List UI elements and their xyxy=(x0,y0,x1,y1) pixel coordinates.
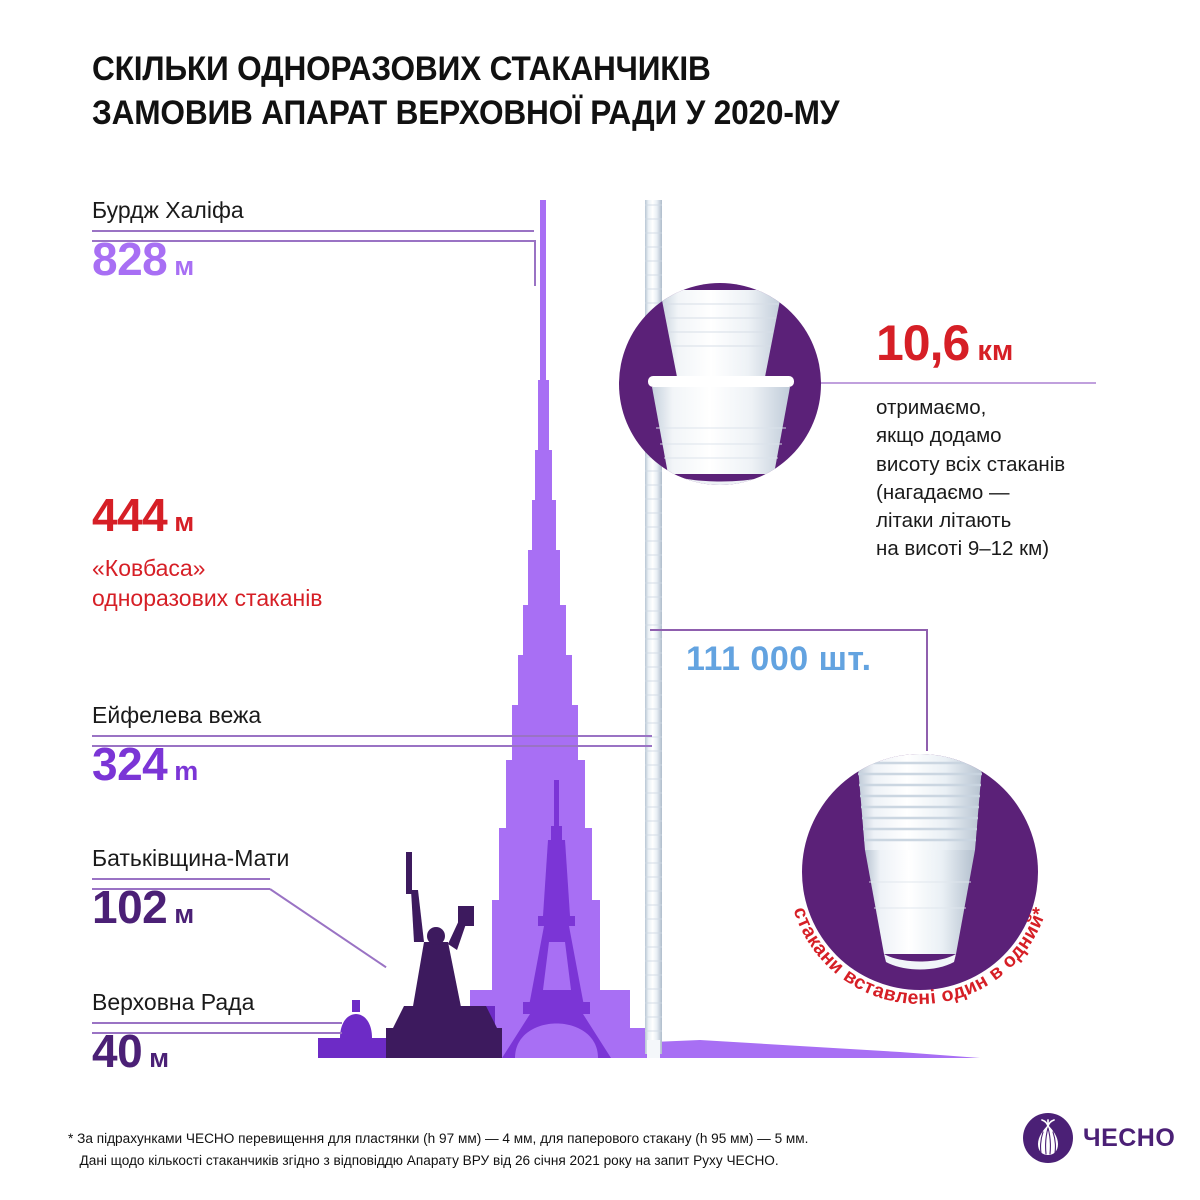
connector-count-top xyxy=(650,629,928,631)
connector-burj-vertical xyxy=(534,240,536,286)
landmark-unit: м xyxy=(149,1043,170,1074)
landmark-value: 102 м xyxy=(92,884,270,930)
sausage-caption: «Ковбаса» одноразових стаканів xyxy=(92,553,492,614)
km-text-line-5: літаки літають xyxy=(876,509,1012,533)
label-sausage: 444 м xyxy=(92,492,492,538)
connector-circle-stem xyxy=(926,722,928,744)
landmark-name: Верховна Рада xyxy=(92,989,255,1015)
connector-burj xyxy=(92,240,534,242)
footnote-line-2: Дані щодо кількості стаканчиків згідно з… xyxy=(68,1150,913,1172)
landmark-name: Батьківщина-Мати xyxy=(92,845,290,871)
connector-motherland xyxy=(92,888,270,890)
cups-pair-badge xyxy=(619,283,821,485)
connector-count-vertical xyxy=(926,629,928,751)
connector-eiffel xyxy=(92,745,652,747)
sausage-value: 444 м xyxy=(92,492,492,538)
landmark-unit: м xyxy=(174,251,195,282)
km-unit: км xyxy=(977,335,1014,367)
landmark-number: 828 xyxy=(92,233,168,286)
callout-km-rule xyxy=(876,382,1094,384)
eiffel-arch-opening xyxy=(515,1023,598,1058)
km-text-line-4: (нагадаємо — xyxy=(876,480,1010,504)
motherland-monument-silhouette xyxy=(386,852,502,1058)
callout-km-text: отримаємо, якщо додамо висоту всіх стака… xyxy=(876,394,1176,564)
callout-km-value: 10,6 км xyxy=(876,318,1013,368)
km-text-line-6: на висоті 9–12 км) xyxy=(876,537,1050,561)
landmark-number: 324 xyxy=(92,738,168,791)
connector-rada xyxy=(92,1032,342,1034)
stacked-cups-badge: стакани вставлені один в одний* xyxy=(789,754,1051,1009)
landmark-number: 102 xyxy=(92,881,168,934)
page-title: СКІЛЬКИ ОДНОРАЗОВИХ СТАКАНЧИКІВ ЗАМОВИВ … xyxy=(92,48,1041,135)
sausage-unit: м xyxy=(174,507,195,537)
km-number: 10,6 xyxy=(876,315,970,371)
landmark-name: Бурдж Халіфа xyxy=(92,197,244,223)
label-rule xyxy=(92,1022,342,1025)
title-line-2: ЗАМОВИВ АПАРАТ ВЕРХОВНОЇ РАДИ У 2020-МУ xyxy=(92,93,840,132)
label-rule xyxy=(92,878,270,881)
logo-text: ЧЕСНО xyxy=(1083,1123,1176,1152)
landmark-unit: m xyxy=(174,756,199,787)
footnote: * За підрахунками ЧЕСНО перевищення для … xyxy=(68,1128,913,1172)
km-text-line-3: висоту всіх стаканів xyxy=(876,452,1066,476)
skyline-illustration xyxy=(318,200,980,1058)
landmark-name: Ейфелева вежа xyxy=(92,702,262,728)
landmark-number: 40 xyxy=(92,1025,143,1078)
count-badge-label: 111 000 шт. xyxy=(686,640,872,678)
landmark-value: 828 м xyxy=(92,236,534,282)
label-burj-khalifa: Бурдж Халіфа 828 м xyxy=(92,197,534,282)
label-rule xyxy=(92,230,534,233)
eiffel-window xyxy=(543,942,571,990)
footnote-text-1: За підрахунками ЧЕСНО перевищення для пл… xyxy=(77,1131,809,1147)
sausage-caption-line-1: «Ковбаса» xyxy=(92,555,206,581)
landmark-value: 40 м xyxy=(92,1028,342,1074)
label-eiffel-tower: Ейфелева вежа 324 m xyxy=(92,702,652,787)
title-line-1: СКІЛЬКИ ОДНОРАЗОВИХ СТАКАНЧИКІВ xyxy=(92,50,711,88)
label-verkhovna-rada: Верховна Рада 40 м xyxy=(92,989,342,1074)
label-rule xyxy=(92,735,652,738)
km-text-line-2: якщо додамо xyxy=(876,424,1002,448)
km-text-line-1: отримаємо, xyxy=(876,396,987,419)
garlic-icon xyxy=(1023,1113,1073,1163)
footnote-text-2: Дані щодо кількості стаканчиків згідно з… xyxy=(79,1153,779,1169)
footnote-marker: * xyxy=(68,1131,74,1147)
chesno-logo[interactable]: ЧЕСНО xyxy=(1022,1112,1175,1164)
sausage-number: 444 xyxy=(92,489,168,541)
footnote-line-1: * За підрахунками ЧЕСНО перевищення для … xyxy=(68,1128,913,1150)
label-motherland-monument: Батьківщина-Мати 102 м xyxy=(92,845,290,930)
landmark-value: 324 m xyxy=(92,741,652,787)
landmark-unit: м xyxy=(174,899,195,930)
sausage-caption-line-2: одноразових стаканів xyxy=(92,585,323,612)
